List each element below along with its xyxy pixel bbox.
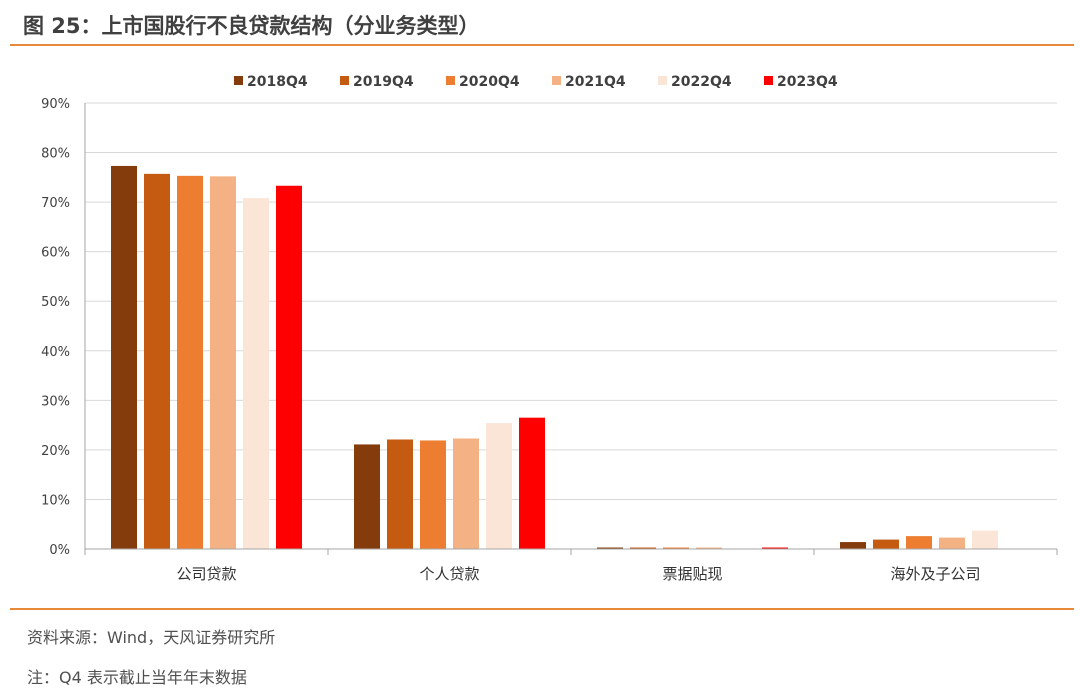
- axes: 0% 10% 20% 30% 40% 50% 60% 70% 80% 90% 公司贷款 个人贷款 票据贴…: [41, 97, 1058, 583]
- bar: [420, 440, 446, 549]
- y-tick-label: 10%: [41, 493, 70, 508]
- bar: [873, 539, 899, 549]
- legend-swatch: [552, 76, 561, 85]
- bar: [597, 547, 623, 549]
- legend-swatch: [658, 76, 667, 85]
- legend-label: 2023Q4: [777, 74, 838, 90]
- title-divider: [10, 44, 1074, 46]
- y-tick-label: 20%: [41, 444, 70, 459]
- y-tick-label: 70%: [41, 196, 70, 211]
- legend-label: 2021Q4: [565, 74, 626, 90]
- legend-swatch: [764, 76, 773, 85]
- bars: [111, 165, 998, 550]
- bar: [387, 439, 413, 549]
- y-tick-label: 0%: [49, 543, 70, 558]
- y-tick-label: 30%: [41, 394, 70, 409]
- legend-swatch: [446, 76, 455, 85]
- bar: [210, 176, 236, 549]
- legend-label: 2022Q4: [671, 74, 732, 90]
- bar: [243, 198, 269, 549]
- bar: [762, 547, 788, 549]
- legend-swatch: [234, 76, 243, 85]
- bar: [453, 438, 479, 549]
- legend: 2018Q4 2019Q4 2020Q4 2021Q4 2022Q4 2023Q4: [234, 74, 838, 90]
- bar: [696, 547, 722, 549]
- legend-label: 2019Q4: [353, 74, 414, 90]
- legend-label: 2018Q4: [247, 74, 308, 90]
- y-tick-label: 80%: [41, 147, 70, 162]
- x-category-label: 票据贴现: [662, 565, 722, 583]
- bar: [630, 547, 656, 549]
- legend-swatch: [340, 76, 349, 85]
- x-category-label: 海外及子公司: [890, 565, 980, 583]
- bar: [972, 530, 998, 549]
- bar: [486, 423, 512, 549]
- y-tick-label: 50%: [41, 295, 70, 310]
- bar-chart: 0% 10% 20% 30% 40% 50% 60% 70% 80% 90% 公司贷款 个人贷款 票据贴…: [41, 74, 1058, 583]
- legend-label: 2020Q4: [459, 74, 520, 90]
- bar: [111, 165, 137, 549]
- bar: [663, 547, 689, 549]
- bar: [177, 175, 203, 549]
- bar: [840, 542, 866, 549]
- x-category-label: 个人贷款: [419, 565, 479, 583]
- figure-title: 图 25：上市国股行不良贷款结构（分业务类型）: [23, 14, 480, 38]
- y-tick-label: 40%: [41, 345, 70, 360]
- q4-note: 注：Q4 表示截止当年年末数据: [27, 668, 247, 687]
- y-tick-label: 60%: [41, 246, 70, 261]
- source-note: 资料来源：Wind，天风证券研究所: [27, 628, 276, 647]
- bar: [906, 536, 932, 549]
- bar: [354, 444, 380, 549]
- bar: [144, 173, 170, 549]
- y-tick-label: 90%: [41, 97, 70, 112]
- footer-divider: [10, 608, 1074, 610]
- bar: [276, 185, 302, 549]
- bar: [519, 417, 545, 549]
- x-category-label: 公司贷款: [176, 565, 236, 583]
- bar: [939, 537, 965, 549]
